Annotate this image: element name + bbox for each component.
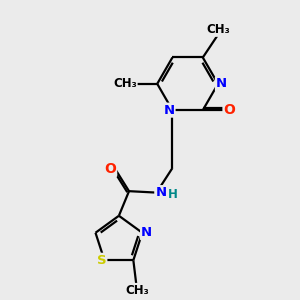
Text: CH₃: CH₃ (207, 23, 231, 36)
Text: N: N (216, 77, 227, 90)
Text: N: N (141, 226, 152, 239)
Text: O: O (104, 162, 116, 176)
Text: H: H (168, 188, 178, 201)
Text: N: N (155, 186, 167, 199)
Text: S: S (97, 254, 106, 267)
Text: CH₃: CH₃ (113, 77, 137, 90)
Text: CH₃: CH₃ (126, 284, 150, 297)
Text: N: N (164, 103, 175, 117)
Text: O: O (224, 103, 236, 117)
